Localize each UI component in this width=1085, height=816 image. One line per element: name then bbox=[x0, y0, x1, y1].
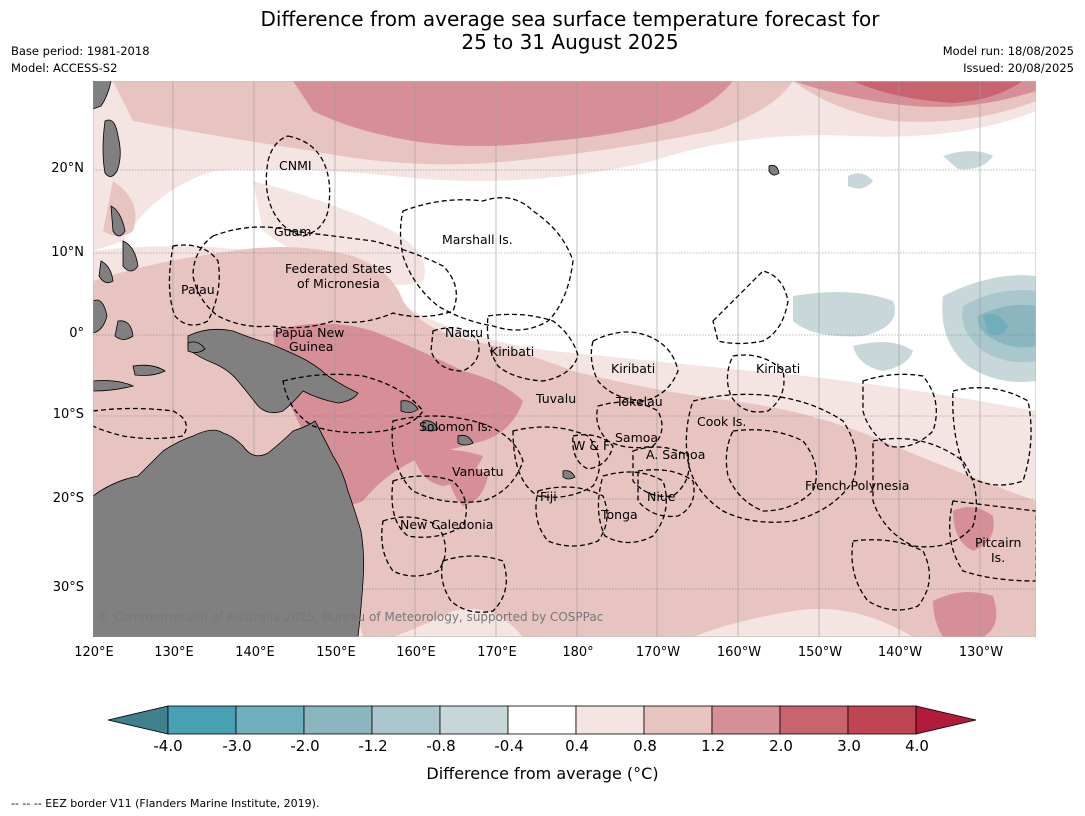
eez-legend-footer: -- -- -- EEZ border V11 (Flanders Marine… bbox=[11, 797, 320, 810]
colorbar-segment bbox=[371, 705, 441, 735]
cb-tick-10: 3.0 bbox=[837, 737, 861, 755]
land bbox=[93, 81, 780, 637]
lat-label-10n: 10°N bbox=[51, 245, 84, 260]
copyright-notice: © Commonwealth of Australia 2025, Bureau… bbox=[98, 610, 603, 624]
model-name: Model: ACCESS-S2 bbox=[11, 61, 118, 75]
philippines-land bbox=[102, 119, 121, 177]
colorbar-segment bbox=[303, 705, 373, 735]
colorbar-label: Difference from average (°C) bbox=[426, 764, 659, 783]
colorbar-extend-high bbox=[915, 705, 977, 735]
label-tuvalu: Tuvalu bbox=[535, 391, 576, 406]
label-tokelau: Tokelau bbox=[615, 394, 663, 409]
colorbar-segment bbox=[711, 705, 781, 735]
label-new-caledonia: New Caledonia bbox=[400, 517, 493, 532]
chart-title: Difference from average sea surface temp… bbox=[0, 8, 1085, 54]
label-niue: Niue bbox=[647, 489, 676, 504]
lon-label-150w: 150°W bbox=[797, 645, 843, 660]
australia-land bbox=[93, 420, 365, 637]
label-wf: W & F bbox=[573, 438, 610, 453]
cb-tick-7: 0.8 bbox=[633, 737, 657, 755]
label-fsm-1: Federated States bbox=[285, 261, 392, 276]
label-cook: Cook Is. bbox=[697, 414, 746, 429]
label-marshall: Marshall Is. bbox=[442, 232, 513, 247]
borneo-land bbox=[93, 299, 108, 334]
colorbar-segment bbox=[235, 705, 305, 735]
lat-label-20s: 20°S bbox=[52, 491, 84, 506]
cb-tick-3: -1.2 bbox=[358, 737, 388, 755]
lat-label-30s: 30°S bbox=[52, 580, 84, 595]
lon-label-130e: 130°E bbox=[154, 645, 194, 660]
lon-label-170w: 170°W bbox=[635, 645, 681, 660]
colorbar-segment bbox=[847, 705, 917, 735]
label-samoa: Samoa bbox=[615, 430, 658, 445]
colorbar-segment bbox=[779, 705, 849, 735]
label-fsm-2: of Micronesia bbox=[297, 276, 380, 291]
lon-label-150e: 150°E bbox=[316, 645, 356, 660]
lon-label-140w: 140°W bbox=[877, 645, 923, 660]
lat-label-10s: 10°S bbox=[52, 407, 84, 422]
label-cnmi: CNMI bbox=[279, 158, 312, 173]
colorbar-segment bbox=[507, 705, 577, 735]
cb-tick-9: 2.0 bbox=[769, 737, 793, 755]
label-palau: Palau bbox=[181, 282, 215, 297]
cb-tick-1: -3.0 bbox=[222, 737, 252, 755]
label-tonga: Tonga bbox=[600, 507, 638, 522]
label-kiribati-west: Kiribati bbox=[490, 344, 534, 359]
lon-label-170e: 170°E bbox=[477, 645, 517, 660]
label-asamoa: A. Samoa bbox=[646, 447, 705, 462]
issued-date: Issued: 20/08/2025 bbox=[963, 61, 1074, 75]
grid-lines bbox=[172, 81, 981, 637]
label-kiribati-east: Kiribati bbox=[756, 361, 800, 376]
label-pitcairn-2: Is. bbox=[991, 550, 1005, 565]
base-period: Base period: 1981-2018 bbox=[11, 44, 150, 58]
label-french-polynesia: French Polynesia bbox=[805, 478, 909, 493]
label-pitcairn-1: Pitcairn bbox=[975, 535, 1021, 550]
colorbar-extend-low bbox=[107, 705, 169, 735]
cb-tick-0: -4.0 bbox=[153, 737, 183, 755]
label-png-1: Papua New bbox=[275, 325, 344, 340]
cb-tick-2: -2.0 bbox=[290, 737, 320, 755]
model-run: Model run: 18/08/2025 bbox=[942, 44, 1074, 58]
lon-label-160w: 160°W bbox=[716, 645, 762, 660]
new-guinea-land bbox=[187, 328, 359, 414]
sst-anomaly-map: CNMI Guam Marshall Is. Federated States … bbox=[93, 81, 1036, 637]
place-labels: CNMI Guam Marshall Is. Federated States … bbox=[181, 158, 1021, 565]
label-solomon: Solomon Is. bbox=[419, 419, 492, 434]
lat-label-0: 0° bbox=[69, 326, 84, 341]
lon-label-180: 180° bbox=[562, 645, 594, 660]
cb-tick-8: 1.2 bbox=[701, 737, 725, 755]
colorbar-segment bbox=[643, 705, 713, 735]
lat-label-20n: 20°N bbox=[51, 161, 84, 176]
lon-label-140e: 140°E bbox=[235, 645, 275, 660]
label-vanuatu: Vanuatu bbox=[452, 464, 504, 479]
anomaly-fill-1-2-2-0 bbox=[273, 81, 1036, 637]
meta-right: Model run: 18/08/2025 Issued: 20/08/2025 bbox=[943, 43, 1074, 77]
colorbar-segment bbox=[439, 705, 509, 735]
lon-label-120e: 120°E bbox=[74, 645, 114, 660]
label-guam: Guam bbox=[274, 224, 311, 239]
lon-label-130w: 130°W bbox=[958, 645, 1004, 660]
eez-borders bbox=[93, 135, 1036, 613]
colorbar-segment bbox=[167, 705, 237, 735]
title-line-2: 25 to 31 August 2025 bbox=[461, 30, 679, 54]
meta-left: Base period: 1981-2018 Model: ACCESS-S2 bbox=[11, 43, 150, 77]
label-nauru: Nauru bbox=[445, 325, 483, 340]
colorbar bbox=[107, 705, 977, 735]
cb-tick-11: 4.0 bbox=[905, 737, 929, 755]
label-fiji: Fiji bbox=[540, 489, 557, 504]
cb-tick-5: -0.4 bbox=[494, 737, 524, 755]
anomaly-fill-2-0-3-0 bbox=[853, 81, 1023, 103]
hawaii-land bbox=[768, 164, 780, 176]
cb-tick-4: -0.8 bbox=[426, 737, 456, 755]
cb-tick-6: 0.4 bbox=[565, 737, 589, 755]
title-line-1: Difference from average sea surface temp… bbox=[260, 7, 880, 31]
label-png-2: Guinea bbox=[289, 339, 333, 354]
lon-label-160e: 160°E bbox=[396, 645, 436, 660]
label-kiribati-central: Kiribati bbox=[611, 361, 655, 376]
colorbar-segment bbox=[575, 705, 645, 735]
anomaly-fill-negative bbox=[793, 151, 1036, 382]
sulawesi-land bbox=[114, 320, 134, 340]
